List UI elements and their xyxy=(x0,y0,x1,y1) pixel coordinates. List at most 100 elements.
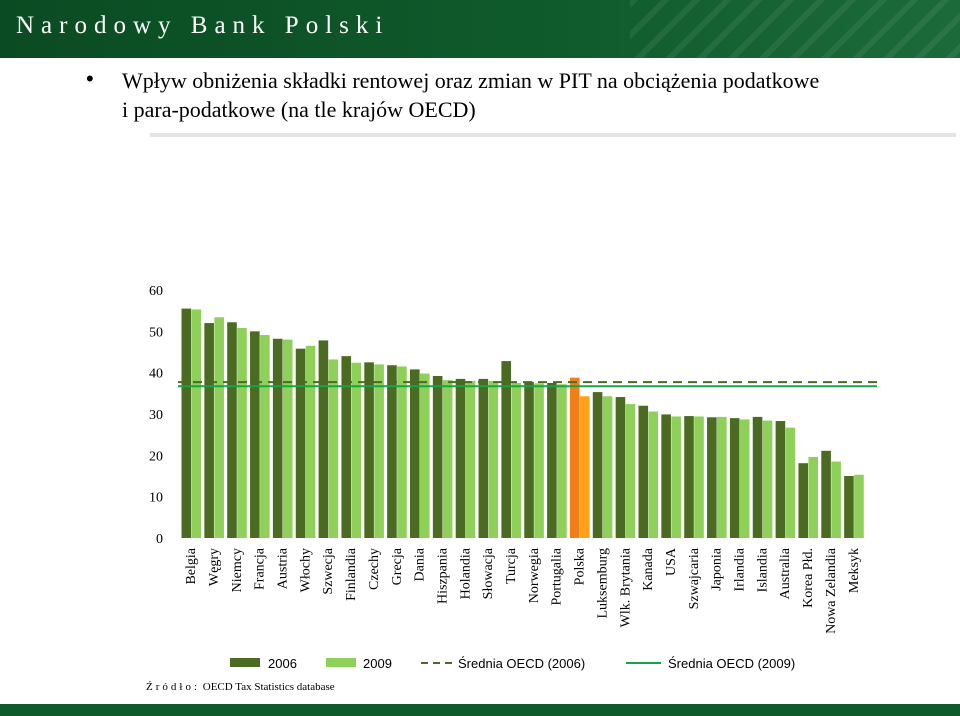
bar-2006 xyxy=(272,338,283,538)
bar-2009 xyxy=(465,380,476,538)
category-label: USA xyxy=(664,547,679,576)
category-label: Niemcy xyxy=(230,548,245,592)
bar-2006 xyxy=(547,383,557,538)
bar-2006 xyxy=(661,414,671,538)
header-banner: Narodowy Bank Polski xyxy=(0,0,960,58)
footer-band xyxy=(0,704,960,716)
bar-2009 xyxy=(557,384,567,538)
bar-2009 xyxy=(191,309,202,538)
bar-2006 xyxy=(775,421,786,538)
category-label: Portugalia xyxy=(550,547,565,605)
source-prefix: Źródło: xyxy=(146,681,200,693)
y-tick-label: 30 xyxy=(149,408,163,423)
category-label: Norwegia xyxy=(527,547,542,603)
category-label: Wlk. Brytania xyxy=(618,547,633,627)
bar-2009 xyxy=(854,474,864,538)
bank-name: Narodowy Bank Polski xyxy=(16,12,390,39)
bar-2009 xyxy=(579,396,590,538)
bar-2009 xyxy=(785,427,796,538)
bar-2006 xyxy=(707,417,717,538)
bar-2006 xyxy=(752,416,763,538)
bar-2009 xyxy=(214,317,224,538)
bar-2009 xyxy=(808,456,819,538)
category-label: Słowacja xyxy=(481,547,496,599)
bar-2009 xyxy=(328,359,339,538)
legend-label-avg-2009: Średnia OECD (2009) xyxy=(668,656,795,671)
bar-2009 xyxy=(602,396,613,538)
bar-2009 xyxy=(305,345,316,538)
bar-2006 xyxy=(684,416,694,538)
y-tick-label: 60 xyxy=(149,284,163,299)
category-label: Belgia xyxy=(184,547,199,584)
category-label: Szwajcaria xyxy=(687,547,702,609)
bar-2009 xyxy=(282,339,293,538)
category-label: Meksyk xyxy=(847,548,862,593)
bar-2006 xyxy=(364,362,374,538)
bar-2006 xyxy=(455,378,466,538)
category-label: Luksemburg xyxy=(595,548,610,619)
bar-2006 xyxy=(638,405,649,538)
bar-2009 xyxy=(237,328,247,538)
category-label: Węgry xyxy=(207,548,222,586)
bar-2006 xyxy=(341,356,352,538)
bar-2009 xyxy=(534,383,544,538)
category-label: Dania xyxy=(413,547,428,581)
category-label: Holandia xyxy=(458,547,473,599)
category-label: Japonia xyxy=(710,547,725,591)
category-label: Korea Płd. xyxy=(801,548,816,608)
legend-swatch-2009 xyxy=(326,658,356,667)
bar-2006 xyxy=(387,365,397,538)
bar-2009 xyxy=(511,383,521,538)
bar-2006 xyxy=(821,450,831,538)
bar-2006 xyxy=(592,392,603,538)
bar-2006 xyxy=(729,418,740,538)
bar-2006 xyxy=(615,397,626,538)
category-label: Szwecja xyxy=(321,547,336,594)
bar-2006 xyxy=(844,476,854,538)
bar-2009 xyxy=(351,362,362,538)
bar-2006 xyxy=(501,361,511,538)
slide-title-line-1: Wpływ obniżenia składki rentowej oraz zm… xyxy=(122,68,820,93)
category-label: Finlandia xyxy=(344,547,359,601)
bar-2009 xyxy=(625,404,636,538)
y-tick-label: 0 xyxy=(156,532,163,547)
bar-2009 xyxy=(260,335,270,538)
bar-2009 xyxy=(488,380,499,538)
y-tick-label: 10 xyxy=(149,491,163,506)
bar-2006 xyxy=(318,340,329,538)
bar-2009 xyxy=(717,416,727,538)
header-watermark xyxy=(630,0,960,58)
bar-2006 xyxy=(410,369,420,538)
bullet-icon: • xyxy=(86,66,94,91)
bar-2006 xyxy=(227,322,237,538)
bar-2006 xyxy=(181,308,192,538)
category-label: Czechy xyxy=(367,548,382,590)
bar-2009 xyxy=(671,416,681,538)
slide-title-block: • Wpływ obniżenia składki rentowej oraz … xyxy=(86,66,936,124)
slide-title: Wpływ obniżenia składki rentowej oraz zm… xyxy=(122,66,936,124)
category-label: Polska xyxy=(573,547,588,585)
bar-2009 xyxy=(648,411,659,538)
bar-2009 xyxy=(374,364,384,538)
bar-2009 xyxy=(762,420,773,538)
bar-2006 xyxy=(478,378,489,538)
bar-2006 xyxy=(432,375,443,538)
bar-2006 xyxy=(295,348,306,538)
bar-2009 xyxy=(831,461,841,538)
legend-label-avg-2006: Średnia OECD (2006) xyxy=(458,656,585,671)
bar-2009 xyxy=(694,416,704,538)
source-note: Źródło: OECD Tax Statistics database xyxy=(146,681,335,693)
legend-label-2009: 2009 xyxy=(363,656,392,671)
y-tick-label: 20 xyxy=(149,449,163,464)
category-label: Austria xyxy=(276,547,291,589)
legend-swatch-2006 xyxy=(230,658,260,667)
legend-label-2006: 2006 xyxy=(268,656,297,671)
category-label: Grecja xyxy=(390,547,405,585)
y-tick-label: 50 xyxy=(149,325,163,340)
category-label: Islandia xyxy=(755,547,770,592)
bar-2006 xyxy=(798,463,809,538)
category-label: Francja xyxy=(253,547,268,590)
bar-2009 xyxy=(442,380,453,538)
slide-title-line-2: i para-podatkowe (na tle krajów OECD) xyxy=(122,97,476,122)
bar-2009 xyxy=(397,366,407,538)
